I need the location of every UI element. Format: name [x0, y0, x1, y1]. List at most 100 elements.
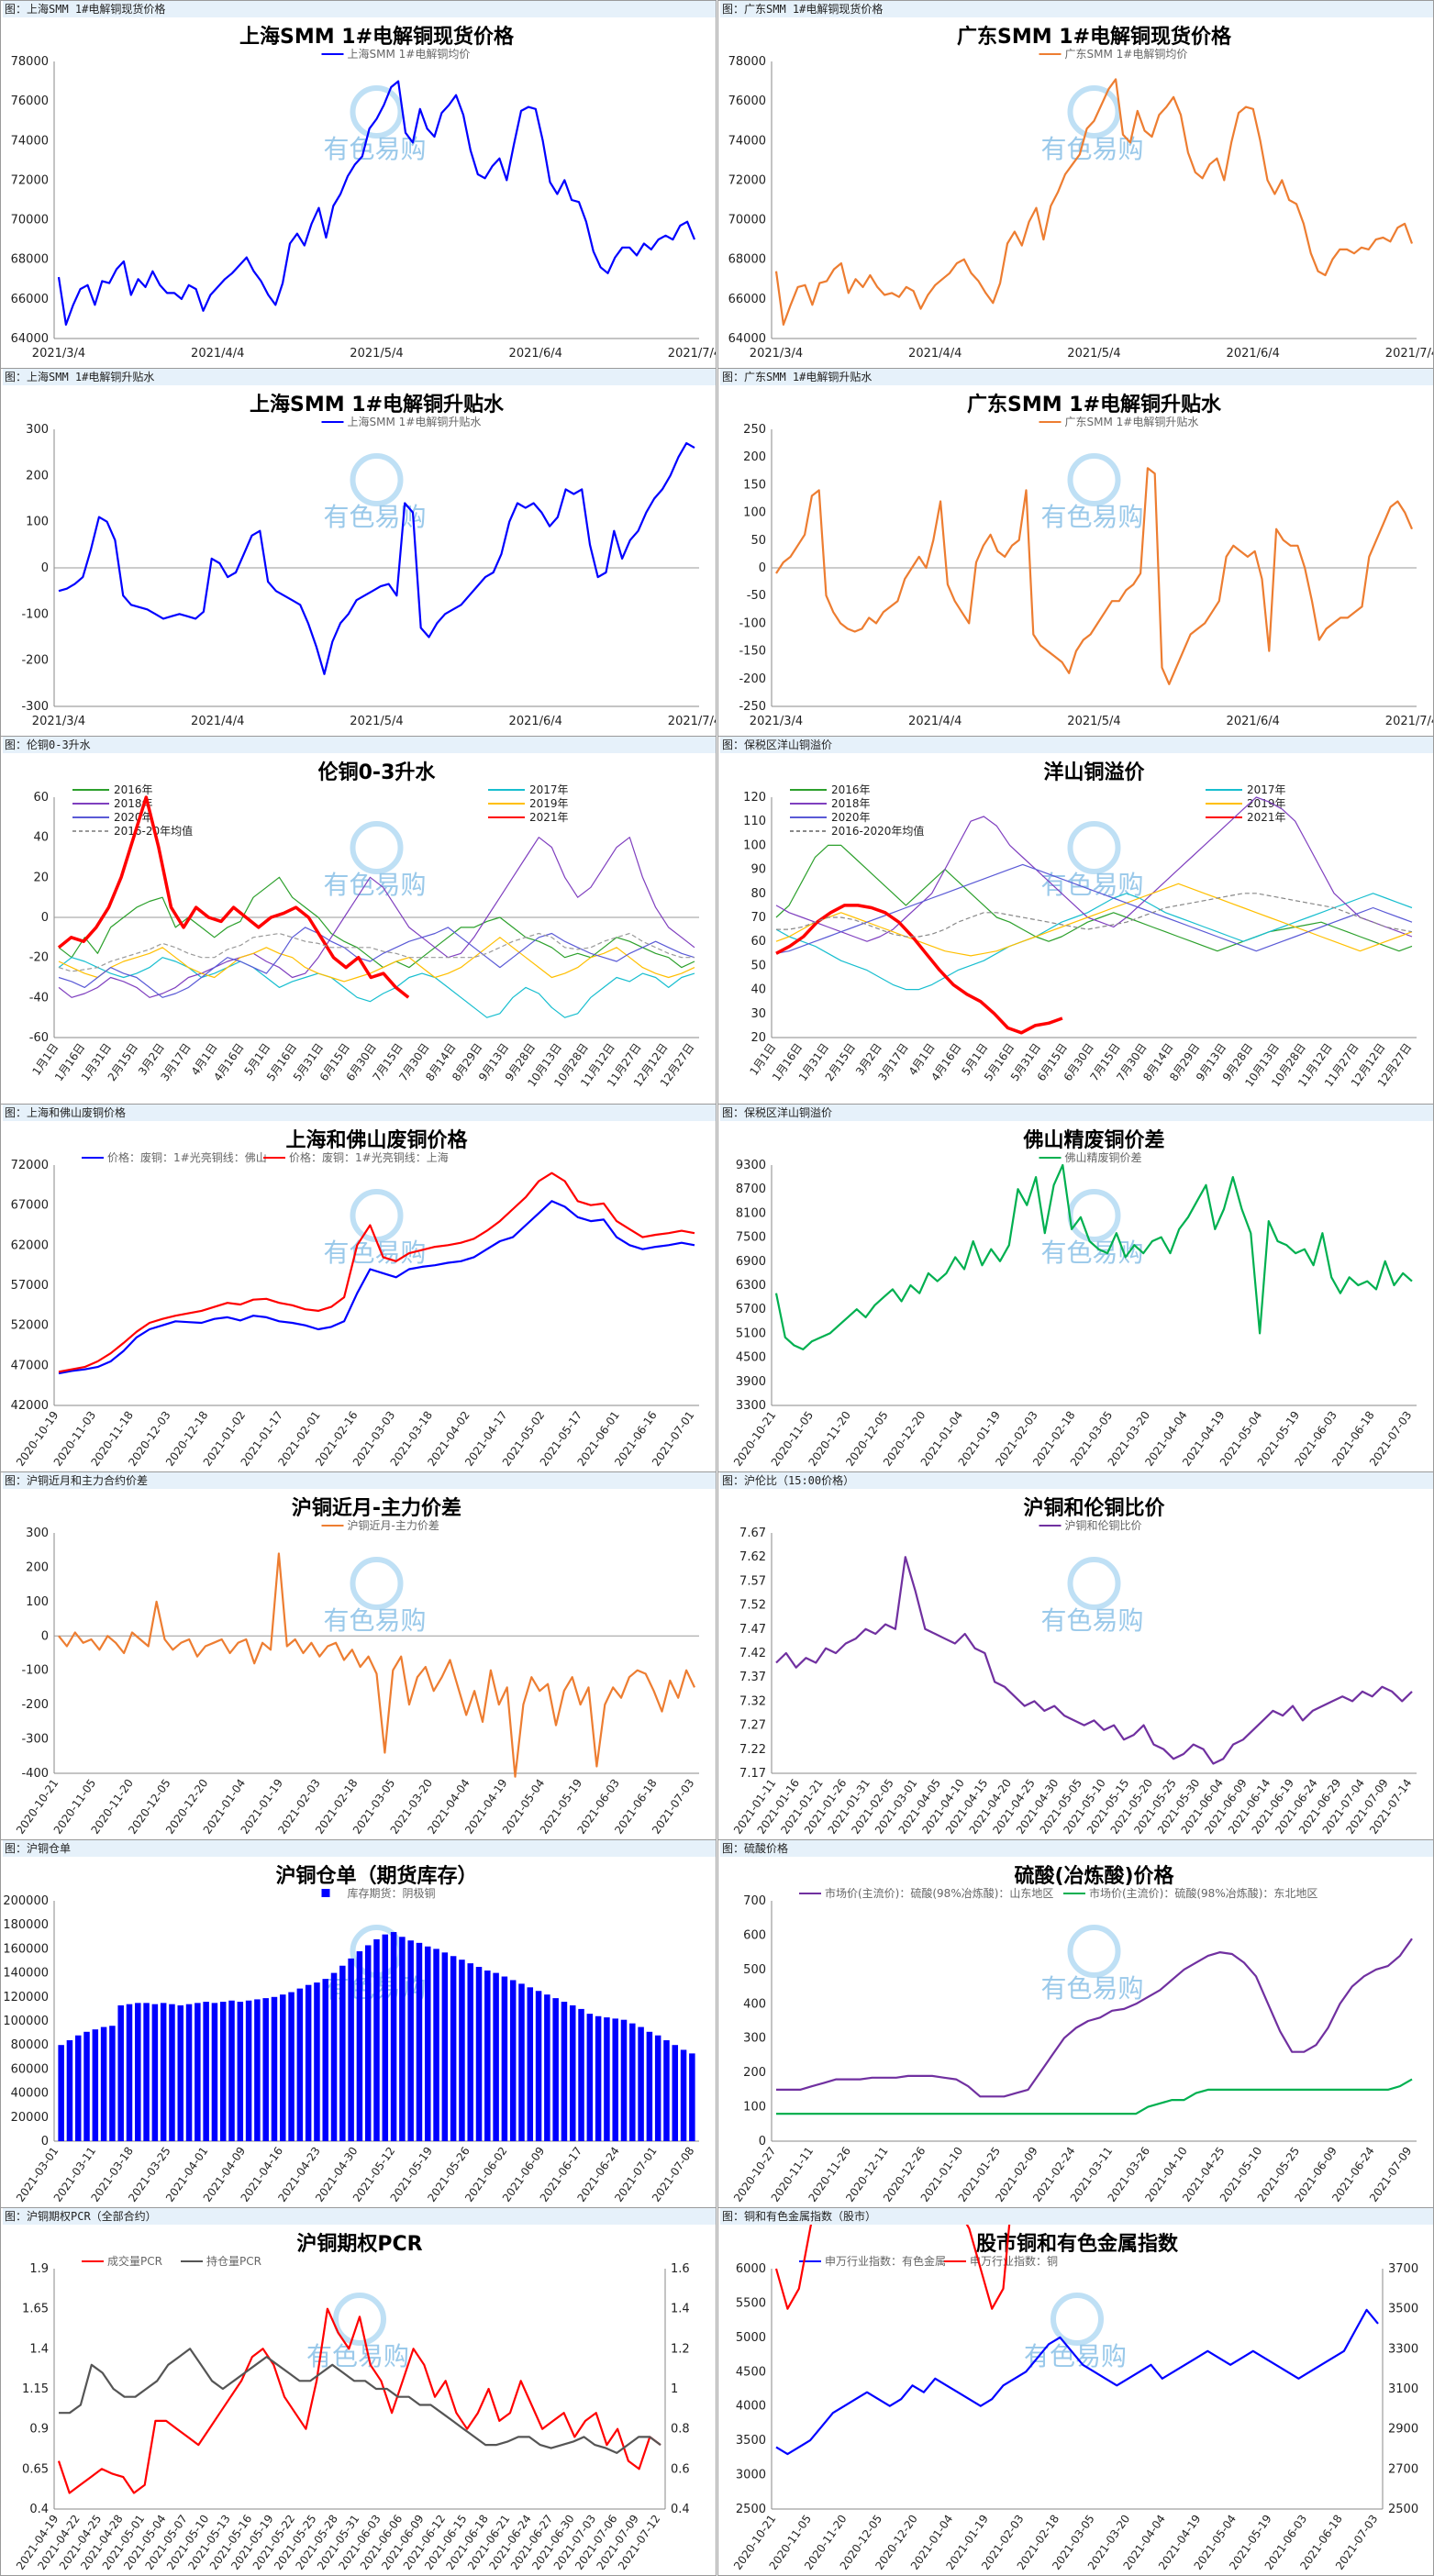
y-tick-label: 0	[759, 2135, 766, 2149]
y-tick-label: 3300	[736, 1399, 766, 1413]
y-tick-label: 7.42	[739, 1647, 766, 1660]
y-tick-label: 74000	[728, 134, 766, 148]
y-tick-label: 0	[41, 561, 49, 575]
watermark: 有色易购	[1041, 1189, 1144, 1268]
chart-panel: 图：铜和有色金属指数（股市） 有色易购 股市铜和有色金属指数 2500 3000 3500…	[717, 2207, 1434, 2576]
y-tick-label: 5700	[736, 1303, 766, 1316]
watermark: 有色易购	[1041, 1557, 1144, 1636]
y-tick-label: 100000	[3, 2015, 49, 2028]
y-tick-label: 66000	[728, 293, 766, 306]
x-tick-label: 2021/6/4	[509, 715, 562, 728]
panel-caption: 图：沪伦比（15:00价格）	[720, 1472, 1433, 1489]
y-tick-label: 7.32	[739, 1694, 766, 1708]
legend-label: 2020年	[114, 811, 153, 824]
bar	[203, 2002, 209, 2141]
bar	[484, 1970, 491, 2141]
chart-title: 沪铜仓单（期货库存）	[275, 1864, 477, 1888]
watermark-logo-icon	[1067, 453, 1121, 506]
watermark: 有色易购	[1041, 821, 1144, 900]
y-tick-label: 5000	[736, 2331, 766, 2345]
chart-svg: 有色易购洋山铜溢价20304050607080901001101201月1日1月…	[743, 761, 1417, 1089]
y-tick-label: 200	[26, 469, 49, 483]
y-tick-label: 500	[743, 1963, 766, 1977]
y-tick-label: 6000	[736, 2262, 766, 2276]
watermark: 有色易购	[324, 453, 427, 532]
y-tick-label: -100	[21, 607, 49, 621]
bar	[399, 1937, 406, 2141]
bar	[612, 2018, 618, 2141]
bar	[219, 2002, 227, 2141]
y-tick-label: 67000	[11, 1199, 49, 1213]
bar	[66, 2039, 73, 2141]
series-line	[776, 893, 1413, 938]
watermark-text: 有色易购	[324, 1605, 427, 1636]
bar	[450, 1956, 457, 2141]
y-tick-label: 100	[743, 838, 766, 852]
bar	[441, 1952, 449, 2141]
series-line	[58, 837, 695, 998]
legend-label: 2020年	[831, 811, 871, 824]
y-tick-label: 200	[26, 1560, 49, 1574]
x-tick-label: 2021/4/4	[908, 715, 962, 728]
y-tick-label: 90	[750, 863, 766, 877]
x-tick-label: 2021/5/4	[1067, 347, 1120, 361]
series-line	[774, 78, 1414, 326]
bar	[654, 2035, 661, 2141]
y-tick-label: 64000	[728, 332, 766, 346]
y-tick-label: 68000	[11, 253, 49, 267]
y-tick-label: 200	[743, 2066, 766, 2080]
legend-label: 沪铜和伦铜比价	[1065, 1518, 1142, 1532]
y-tick-label: 400	[743, 1997, 766, 2011]
chart-svg: 有色易购 广东SMM 1#电解铜现货价格 64000 66000 68000 70000 7…	[728, 25, 1433, 361]
y-tick-label: 40	[750, 983, 766, 997]
chart-panel: 图：沪铜近月和主力合约价差 有色易购 沪铜近月-主力价差 -400 -300 -200 -1…	[0, 1471, 717, 1840]
legend-label: 广东SMM 1#电解铜均价	[1065, 47, 1188, 61]
chart-svg: 有色易购 上海SMM 1#电解铜升贴水 -300 -200 -100 0 100 200 300…	[21, 393, 716, 728]
bar	[646, 2031, 653, 2141]
bar	[245, 2000, 252, 2141]
bar	[382, 1934, 389, 2141]
chart-title: 佛山精废铜价差	[1022, 1128, 1164, 1152]
bar	[544, 1994, 550, 2141]
series-line	[58, 927, 695, 998]
watermark-logo-icon	[1067, 1925, 1121, 1978]
bar	[595, 2015, 602, 2141]
x-tick-label: 2021/5/4	[350, 347, 403, 361]
bar	[620, 2019, 628, 2141]
bar	[339, 1965, 346, 2141]
legend-label: 沪铜近月-主力价差	[348, 1518, 439, 1532]
legend-label: 价格：废铜：1#光亮铜线：佛山	[107, 1150, 267, 1164]
y-tick-label: 180000	[3, 1918, 49, 1932]
x-tick-label: 2021/3/4	[32, 715, 85, 728]
watermark-logo-icon	[1067, 821, 1121, 874]
chart-title: 沪铜近月-主力价差	[292, 1496, 461, 1520]
chart-svg: 有色易购沪铜近月-主力价差-400-300-200-10001002003002…	[14, 1496, 699, 1837]
chart-svg: 有色易购 广东SMM 1#电解铜升贴水 -250 -200 -150 -100 -50 0 50…	[739, 393, 1433, 728]
legend-label: 广东SMM 1#电解铜升贴水	[1065, 415, 1199, 428]
bar	[74, 2035, 82, 2141]
legend-label: 2019年	[1247, 797, 1286, 810]
y2-tick-label: 3500	[1388, 2303, 1418, 2316]
y-tick-label: 250	[743, 423, 766, 437]
chart-panel: 图：上海和佛山废铜价格 有色易购 上海和佛山废铜价格 42000 47000 52000 5…	[0, 1104, 717, 1472]
y-tick-label: 200	[743, 450, 766, 464]
series-line	[775, 796, 1413, 942]
y-tick-label: 100	[743, 2101, 766, 2115]
chart-title: 洋山铜溢价	[1043, 761, 1145, 784]
legend-label: 2019年	[529, 797, 569, 810]
series-line	[775, 2308, 1379, 2456]
x-tick-label: 2021/3/4	[750, 347, 803, 361]
y-tick-label: 3500	[736, 2434, 766, 2448]
bar	[390, 1932, 397, 2141]
bar	[160, 2003, 167, 2141]
chart-svg: 有色易购 沪铜期权PCR 0.4 0.65 0.9 1.15 1.4 1.65 1.9 0.4 0.…	[14, 2232, 690, 2572]
bar	[314, 1982, 320, 2141]
y-tick-label: 120000	[3, 1991, 49, 2004]
legend-label: 2016-2020年均值	[831, 824, 924, 838]
series-line	[58, 1200, 695, 1375]
y-tick-label: 70000	[11, 214, 49, 228]
bar	[672, 2045, 679, 2141]
chart-title: 沪铜和伦铜比价	[1023, 1496, 1165, 1520]
chart-svg: 有色易购硫酸(冶炼酸)价格01002003004005006007002020-…	[731, 1864, 1417, 2204]
